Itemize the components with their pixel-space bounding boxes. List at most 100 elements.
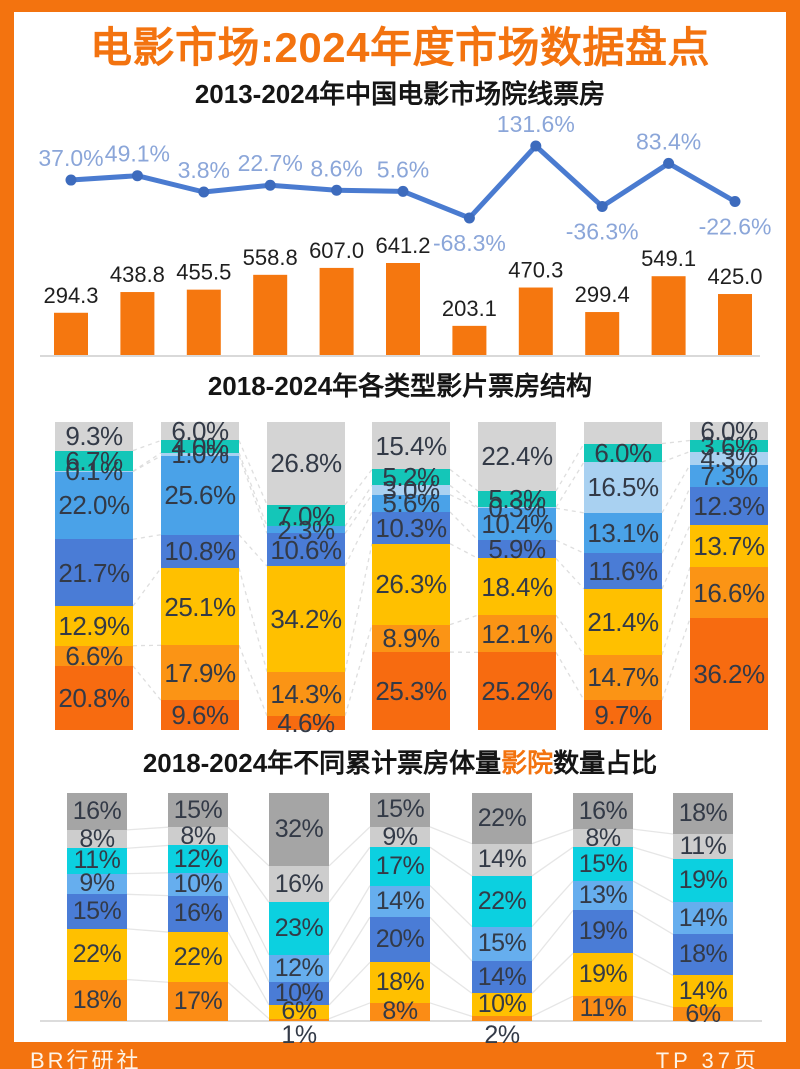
line-point [65, 174, 77, 186]
segment-label: 25.3% [375, 675, 447, 706]
segment: 14.7% [584, 654, 662, 701]
segment-label: 1% [281, 1020, 317, 1049]
line-point [729, 196, 741, 208]
segment: 17% [370, 847, 430, 886]
segment: 10% [269, 979, 329, 1008]
segment: 16% [573, 793, 633, 830]
segment-label: 6.0% [594, 437, 652, 468]
line-point [397, 185, 409, 197]
segment-label: 10% [274, 979, 324, 1008]
segment: 18% [673, 793, 733, 835]
line-point [463, 212, 475, 224]
segment: 6% [673, 1001, 733, 1026]
stacked-column: 15.4% 5.2% 3.0% 5.6% 10.3% 26.3% 8.9% 25.3% [372, 422, 450, 730]
segment: 18.4% [478, 558, 556, 616]
segment-label: 14% [375, 886, 425, 915]
segment: 11% [673, 832, 733, 861]
segment-label: 1.0% [171, 439, 229, 470]
growth-label: 22.7% [238, 150, 303, 176]
segment-label: 12.1% [481, 618, 553, 649]
segment: 10.4% [478, 508, 556, 541]
footer-bar: BR行研社 TP 37页 [0, 1040, 800, 1069]
segment-label: 15.4% [375, 430, 447, 461]
segment-label: 9.7% [594, 700, 652, 730]
title-suffix: 数量占比 [553, 748, 658, 778]
segment-label: 11% [679, 832, 727, 861]
segment: 15.4% [372, 422, 450, 470]
bar-value-label: 425.0 [707, 264, 762, 289]
segment-label: 10.3% [375, 512, 447, 543]
bar-value-label: 641.2 [375, 233, 430, 258]
line-point [596, 200, 608, 212]
bar-value-label: 294.3 [43, 283, 98, 308]
segment-label: 17% [173, 987, 223, 1016]
segment-label: 16% [274, 869, 324, 898]
segment: 10.6% [267, 533, 345, 567]
segment-label: 8% [382, 997, 418, 1026]
segment: 18% [673, 934, 733, 976]
stacked-column: 26.8% 7.0% 2.3% 10.6% 34.2% 14.3% 4.6% [267, 422, 345, 736]
segment: 5.6% [372, 490, 450, 516]
bar-value-label: 299.4 [575, 282, 630, 307]
segment-label: 8% [585, 823, 621, 852]
segment: 11.6% [584, 553, 662, 589]
segment: 14% [472, 961, 532, 994]
segment: 6.7% [55, 445, 133, 476]
bar [54, 312, 88, 355]
segment: 18% [67, 979, 127, 1021]
segment-label: 6.7% [65, 445, 123, 476]
segment: 10% [168, 869, 228, 898]
segment: 4.6% [267, 710, 345, 736]
segment: 13.1% [584, 512, 662, 554]
segment-label: 14% [678, 903, 728, 932]
segment-label: 25.6% [164, 480, 236, 511]
segment: 34.2% [267, 566, 345, 672]
cinema-chart-title: 2018-2024年不同累计票房体量影院数量占比 [14, 743, 786, 780]
segment-label: 20.8% [58, 682, 130, 713]
line-point [198, 186, 210, 198]
segment: 16% [269, 865, 329, 903]
stacked-column: 6.0% 4.0% 1.0% 25.6% 10.8% 25.1% 17.9% 9.6% [161, 418, 239, 730]
stacked-column: 9.3% 6.7% 0.1% 22.0% 21.7% 12.9% 6.6% 20.8% [55, 422, 133, 730]
segment: 19% [673, 859, 733, 903]
segment: 7.3% [690, 463, 768, 489]
segment-label: 18.4% [481, 571, 553, 602]
segment-label: 5.6% [382, 488, 440, 519]
growth-label: 3.8% [178, 157, 230, 183]
bar-value-label: 203.1 [442, 296, 497, 321]
segment-label: 22.0% [58, 490, 130, 521]
segment-label: 16% [578, 796, 628, 825]
segment: 25.2% [478, 652, 556, 730]
segment: 20.8% [55, 665, 133, 730]
segment-label: 10.8% [164, 536, 236, 567]
segment-label: 22% [72, 939, 122, 968]
segment-label: 6% [685, 999, 721, 1028]
segment: 3.0% [372, 477, 450, 503]
segment: 9.7% [584, 700, 662, 730]
segment: 9% [67, 871, 127, 896]
growth-label: -68.3% [433, 230, 506, 256]
segment: 15% [67, 894, 127, 929]
segment-label: 18% [72, 985, 122, 1014]
segment: 16% [168, 895, 228, 933]
segment: 22% [67, 928, 127, 980]
segment-label: 11.6% [588, 556, 658, 587]
bar-value-label: 558.8 [243, 245, 298, 270]
segment: 22% [472, 793, 532, 844]
segment-label: 16.6% [693, 577, 765, 608]
segment-label: 14.7% [587, 662, 659, 693]
segment: 14% [673, 975, 733, 1008]
segment-label: 10.4% [481, 509, 553, 540]
stacked-column: 18% 11% 19% 14% 18% 14% 6% [673, 793, 733, 1026]
segment: 1.0% [161, 441, 239, 467]
connector-lines [126, 826, 674, 1020]
segment: 18% [370, 962, 430, 1003]
segment-label: 14% [477, 845, 527, 874]
stacked-column: 16% 8% 11% 9% 15% 22% 18% [67, 793, 127, 1021]
segment-label: 10% [173, 869, 223, 898]
segment-label: 10% [477, 990, 527, 1019]
segment: 1% [269, 1018, 329, 1047]
growth-label: 131.6% [497, 111, 575, 137]
segment: 16% [67, 793, 127, 830]
bar [651, 276, 686, 355]
